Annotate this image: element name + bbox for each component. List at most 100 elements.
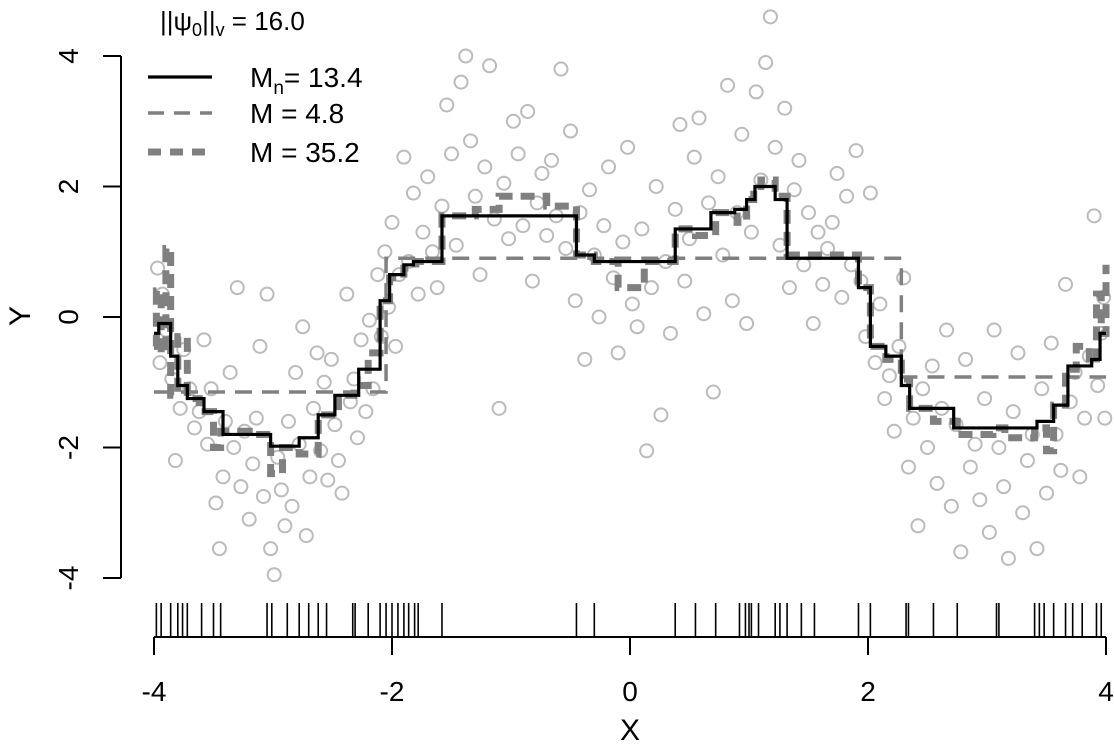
data-point (255, 488, 271, 504)
data-point (1000, 550, 1016, 566)
data-point (196, 332, 212, 348)
data-point (915, 381, 931, 397)
data-point (939, 322, 955, 338)
data-point (805, 316, 821, 332)
data-point (577, 351, 593, 367)
data-point (505, 113, 521, 129)
data-point (796, 257, 812, 273)
data-point (302, 469, 318, 485)
data-point (672, 117, 688, 133)
data-point (539, 227, 555, 243)
data-point (834, 289, 850, 305)
data-point (886, 423, 902, 439)
data-point (801, 205, 816, 221)
data-point (434, 198, 450, 214)
x-tick-label: 0 (622, 676, 638, 707)
x-tick-label: -2 (380, 676, 405, 707)
data-point (1077, 410, 1093, 426)
data-point (815, 276, 831, 292)
data-point (203, 381, 219, 397)
data-point (953, 544, 969, 560)
data-point (1097, 410, 1113, 426)
data-point (150, 260, 166, 276)
series-line (154, 184, 1106, 448)
data-point (280, 413, 296, 429)
data-point (259, 286, 275, 302)
y-tick-label: 4 (53, 48, 84, 64)
data-point (739, 316, 755, 332)
data-point (910, 518, 926, 534)
data-point (791, 152, 807, 168)
data-point (591, 309, 607, 325)
data-point (643, 280, 659, 296)
data-point (715, 247, 731, 263)
data-point (629, 319, 645, 335)
data-point (662, 325, 678, 341)
data-point (829, 165, 845, 181)
data-point (384, 214, 400, 230)
data-point (734, 126, 750, 142)
data-point (1010, 345, 1026, 361)
data-point (986, 322, 1002, 338)
data-point (266, 567, 282, 583)
legend: ||ψ0||v = 16.0 Mn= 13.4M = 4.8 M = 35.2 (148, 6, 363, 168)
y-tick-label: 0 (53, 309, 84, 325)
data-point (424, 244, 440, 260)
data-point (510, 146, 526, 162)
y-axis-title: Y (4, 306, 37, 326)
x-tick-label: -4 (142, 676, 167, 707)
data-point (448, 237, 464, 253)
data-point (958, 351, 974, 367)
data-point (967, 436, 983, 452)
data-point (996, 479, 1012, 495)
data-point (710, 169, 726, 185)
x-tick-label: 4 (1098, 676, 1114, 707)
data-point (226, 440, 242, 455)
data-point (472, 267, 488, 283)
data-point (491, 400, 507, 416)
data-point (924, 358, 940, 374)
data-point (186, 420, 202, 436)
data-point (820, 240, 836, 256)
data-point (339, 286, 355, 302)
rug-marks (155, 603, 1103, 637)
data-point (167, 453, 183, 469)
data-point (748, 84, 764, 100)
data-point (453, 74, 469, 90)
data-point (172, 400, 188, 416)
data-point (467, 188, 483, 204)
data-point (420, 169, 436, 185)
data-point (477, 159, 493, 175)
data-point (558, 240, 574, 256)
data-point (810, 224, 826, 240)
data-point (972, 492, 988, 508)
data-point (298, 528, 314, 544)
data-point (777, 100, 793, 116)
data-point (724, 293, 740, 309)
series-line (152, 176, 1110, 478)
data-point (696, 306, 712, 322)
data-point (1005, 404, 1021, 420)
data-point (1053, 462, 1069, 478)
data-point (1090, 378, 1106, 394)
data-point (524, 273, 540, 289)
data-point (520, 103, 536, 119)
data-point (353, 332, 369, 348)
data-point (905, 410, 921, 426)
data-point (896, 270, 912, 286)
data-point (1015, 505, 1031, 521)
data-point (323, 351, 339, 367)
data-point (977, 391, 993, 407)
data-point (327, 417, 343, 433)
data-point (686, 149, 702, 165)
data-point (295, 319, 311, 335)
data-point (1086, 208, 1102, 224)
series-lines (152, 176, 1110, 478)
data-point (439, 97, 455, 113)
x-axis-title: X (620, 714, 640, 747)
data-point (543, 152, 559, 168)
data-point (361, 312, 377, 328)
data-point (277, 518, 293, 534)
data-point (786, 182, 802, 198)
data-point (410, 286, 426, 302)
